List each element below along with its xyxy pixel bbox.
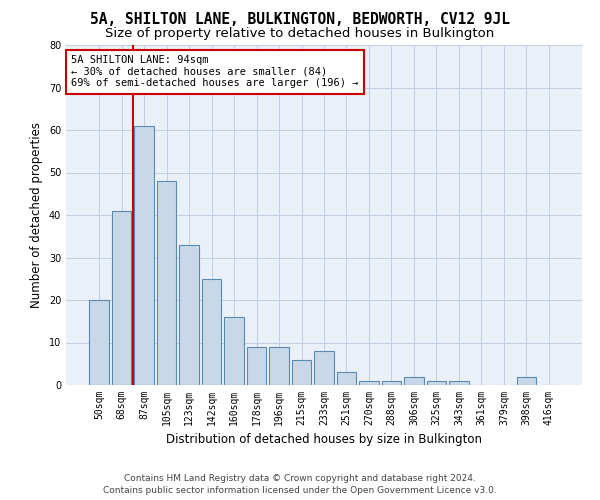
Bar xyxy=(224,317,244,385)
Bar xyxy=(404,376,424,385)
Bar xyxy=(134,126,154,385)
Bar xyxy=(517,376,536,385)
Bar xyxy=(292,360,311,385)
Bar xyxy=(382,381,401,385)
Bar xyxy=(337,372,356,385)
Bar xyxy=(157,181,176,385)
Bar xyxy=(449,381,469,385)
Text: 5A SHILTON LANE: 94sqm
← 30% of detached houses are smaller (84)
69% of semi-det: 5A SHILTON LANE: 94sqm ← 30% of detached… xyxy=(71,55,359,88)
Bar xyxy=(89,300,109,385)
Bar xyxy=(202,279,221,385)
Bar xyxy=(179,244,199,385)
Bar xyxy=(112,211,131,385)
Text: Size of property relative to detached houses in Bulkington: Size of property relative to detached ho… xyxy=(106,28,494,40)
Y-axis label: Number of detached properties: Number of detached properties xyxy=(30,122,43,308)
Bar xyxy=(314,351,334,385)
Bar xyxy=(427,381,446,385)
Bar xyxy=(359,381,379,385)
Bar xyxy=(269,347,289,385)
X-axis label: Distribution of detached houses by size in Bulkington: Distribution of detached houses by size … xyxy=(166,434,482,446)
Text: 5A, SHILTON LANE, BULKINGTON, BEDWORTH, CV12 9JL: 5A, SHILTON LANE, BULKINGTON, BEDWORTH, … xyxy=(90,12,510,28)
Bar xyxy=(247,347,266,385)
Text: Contains HM Land Registry data © Crown copyright and database right 2024.
Contai: Contains HM Land Registry data © Crown c… xyxy=(103,474,497,495)
